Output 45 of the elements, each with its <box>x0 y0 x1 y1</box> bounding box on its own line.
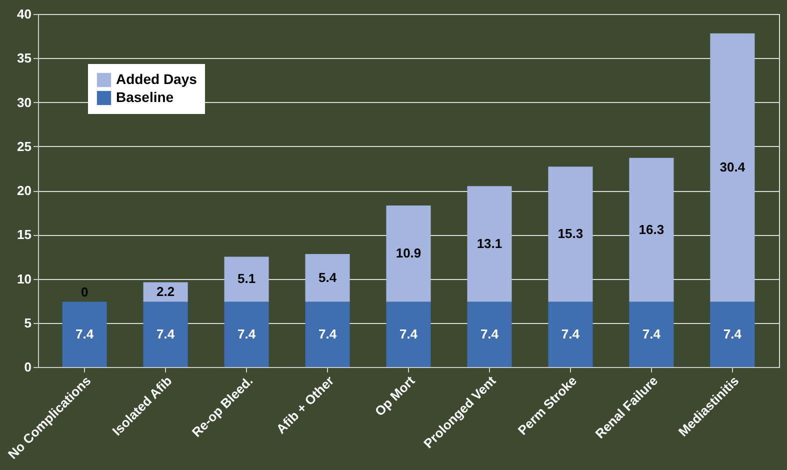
data-label: 7.4 <box>723 326 742 342</box>
data-label: 5.4 <box>318 270 338 285</box>
bar <box>629 158 674 302</box>
bar <box>710 33 755 302</box>
data-label: 16.3 <box>638 222 664 237</box>
data-label: 15.3 <box>558 226 584 242</box>
bar <box>710 302 755 367</box>
bar <box>386 206 431 302</box>
data-label: 0 <box>80 284 88 300</box>
y-tick-label: 15 <box>17 227 32 242</box>
bar <box>467 302 512 367</box>
data-label: 7.4 <box>237 326 256 342</box>
bar <box>467 186 512 302</box>
bar <box>305 254 350 302</box>
bar <box>386 302 431 367</box>
y-tick-label: 20 <box>17 183 32 198</box>
y-tick-label: 35 <box>17 50 32 66</box>
data-label: 7.4 <box>318 326 338 342</box>
bar <box>548 302 593 367</box>
y-tick-label: 30 <box>17 94 32 110</box>
data-label: 7.4 <box>561 326 580 342</box>
data-label: 7.4 <box>480 326 500 342</box>
data-label: 2.2 <box>156 284 175 299</box>
y-tick-label: 40 <box>17 6 32 22</box>
y-tick-label: 5 <box>24 315 32 330</box>
data-label: 7.4 <box>399 326 418 342</box>
bar <box>548 166 593 302</box>
bar <box>143 302 188 367</box>
data-label: 10.9 <box>396 246 422 261</box>
legend-label: Baseline <box>116 89 174 105</box>
data-label: 7.4 <box>642 326 662 342</box>
bar <box>62 302 107 367</box>
legend-label: Added Days <box>116 71 198 87</box>
y-tick-label: 0 <box>24 360 32 374</box>
data-label: 13.1 <box>476 236 502 251</box>
bar <box>629 302 674 367</box>
y-tick-label: 10 <box>17 271 32 286</box>
bar <box>224 302 269 367</box>
data-label: 7.4 <box>156 326 176 342</box>
data-label: 30.4 <box>720 160 746 175</box>
bar <box>224 256 269 302</box>
bar <box>305 302 350 367</box>
y-tick-label: 25 <box>17 138 32 154</box>
data-label: 5.1 <box>237 271 256 286</box>
data-label: 7.4 <box>76 326 94 342</box>
